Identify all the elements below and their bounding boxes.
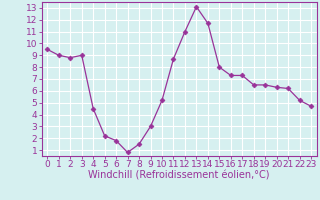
X-axis label: Windchill (Refroidissement éolien,°C): Windchill (Refroidissement éolien,°C) [88,171,270,181]
